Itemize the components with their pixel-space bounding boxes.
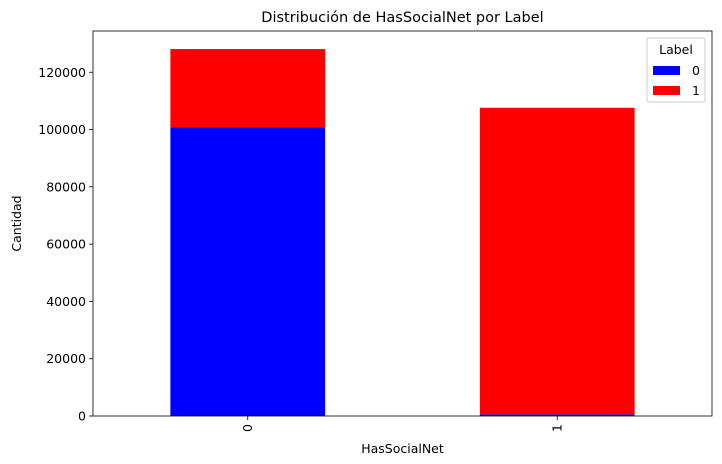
x-tick-label-1: 1 (549, 424, 564, 432)
y-tick-label-80000: 80000 (46, 179, 86, 194)
bar-0-label-0 (170, 127, 326, 416)
y-tick-label-0: 0 (78, 409, 86, 424)
x-tick-label-0: 0 (240, 424, 255, 432)
legend: Label 01 (646, 37, 706, 103)
legend-title: Label (659, 42, 693, 57)
bar-1-label-0 (479, 414, 635, 416)
bar-1-label-1 (479, 107, 635, 415)
y-axis: 0 20000 40000 60000 80000 100000 120000 (38, 65, 93, 424)
bars-group (170, 49, 635, 416)
chart-title: Distribución de HasSocialNet por Label (261, 10, 543, 26)
legend-label-1: 1 (692, 83, 700, 98)
y-axis-label: Cantidad (9, 195, 24, 251)
y-tick-label-40000: 40000 (46, 294, 86, 309)
y-tick-label-100000: 100000 (38, 122, 86, 137)
x-axis-label: HasSocialNet (361, 441, 444, 456)
legend-swatch-0 (653, 66, 680, 75)
legend-swatch-1 (653, 86, 680, 95)
y-tick-label-20000: 20000 (46, 351, 86, 366)
legend-label-0: 0 (692, 63, 700, 78)
plot-frame (92, 30, 713, 417)
bar-0-label-1 (170, 49, 326, 128)
y-tick-label-120000: 120000 (38, 65, 86, 80)
legend-items: 01 (653, 63, 700, 98)
y-tick-label-60000: 60000 (46, 237, 86, 252)
